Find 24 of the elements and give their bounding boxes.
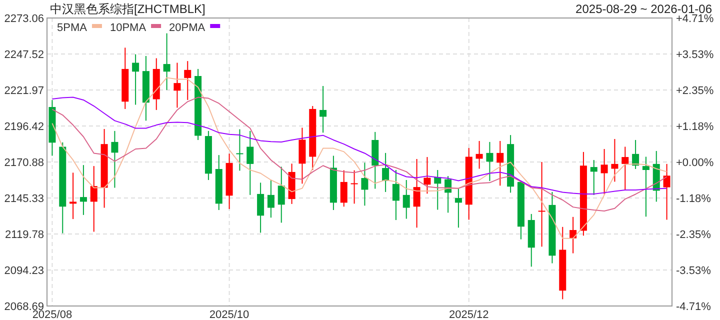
y2-tick-label: +4.71% <box>676 13 714 25</box>
y2-tick-label: -2.35% <box>676 228 712 241</box>
y-tick-label: 2196.42 <box>4 121 44 133</box>
y2-tick-label: -3.53% <box>676 264 712 277</box>
y2-tick-label: +0.00% <box>676 157 714 169</box>
x-tick-label: 2025/10 <box>209 309 250 320</box>
y-tick-label: 2119.78 <box>5 229 44 242</box>
y-tick-label: 2221.97 <box>4 84 44 97</box>
chart-title: 中汉黑色系综指[ZHCTMBLK] <box>50 2 206 16</box>
x-tick-label: 2025/12 <box>448 309 489 320</box>
y-tick-label: 2094.23 <box>4 265 44 278</box>
y-tick-label: 2170.88 <box>4 156 44 169</box>
legend-label: 20PMA <box>169 22 206 34</box>
y2-tick-label: +1.18% <box>676 120 714 133</box>
y-tick-label: 2247.52 <box>4 48 44 61</box>
y2-tick-label: +3.53% <box>676 49 714 62</box>
y2-tick-label: -1.18% <box>676 193 712 206</box>
y-tick-label: 2145.33 <box>4 193 44 205</box>
y2-tick-label: -4.71% <box>676 301 712 313</box>
y2-tick-label: +2.35% <box>676 85 714 98</box>
legend-label: 10PMA <box>110 22 147 34</box>
x-tick-label: 2025/08 <box>32 309 72 320</box>
legend-label: 5PMA <box>57 22 88 34</box>
y-tick-label: 2273.06 <box>4 13 44 25</box>
